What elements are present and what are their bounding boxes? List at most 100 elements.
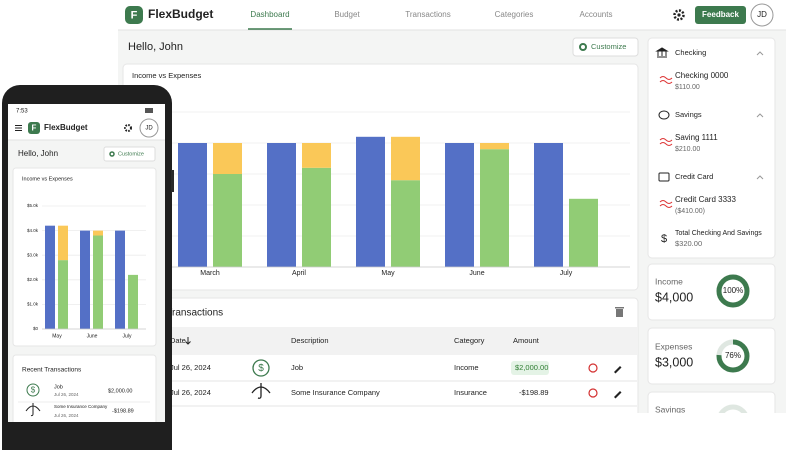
- account-group[interactable]: Credit Card: [675, 172, 713, 181]
- void-button[interactable]: [588, 388, 598, 398]
- x-tick-label: July: [123, 333, 132, 339]
- feedback-label[interactable]: Feedback: [702, 10, 739, 19]
- nav-item[interactable]: Transactions: [405, 10, 451, 19]
- brand[interactable]: FlexBudget: [148, 7, 213, 21]
- feedback-button[interactable]: [695, 6, 746, 24]
- bar-segment: [391, 136, 420, 181]
- row-date: Jul 26, 2024: [54, 392, 79, 397]
- bar-segment: [213, 174, 242, 267]
- collapse-icon[interactable]: [756, 113, 764, 118]
- customize-label[interactable]: Customize: [118, 151, 144, 157]
- summary-amount: $4,000: [655, 290, 693, 304]
- row-description: Job: [54, 384, 63, 390]
- x-tick-label: May: [52, 333, 62, 339]
- customize-button[interactable]: [103, 146, 156, 162]
- bar-segment: [58, 225, 68, 261]
- bar: [445, 143, 474, 267]
- x-tick-label: April: [292, 270, 306, 277]
- total-label: Total Checking And Savings: [675, 230, 762, 237]
- summary-card: [647, 391, 776, 413]
- summary-amount: $3,000: [655, 355, 693, 369]
- x-tick-label: June: [87, 333, 98, 339]
- x-tick-label: July: [560, 270, 573, 277]
- delete-icon[interactable]: [615, 307, 624, 317]
- logo[interactable]: [28, 122, 40, 134]
- logo[interactable]: [125, 6, 143, 24]
- phone-button: [171, 170, 174, 192]
- edit-button[interactable]: [614, 391, 622, 399]
- donut-arc: [716, 274, 750, 308]
- column-header: Category: [454, 336, 485, 345]
- income-icon: [26, 383, 40, 397]
- summary-card: [647, 327, 776, 385]
- bank-logo: [659, 200, 673, 208]
- avatar-initials[interactable]: JD: [757, 10, 767, 19]
- nav-item[interactable]: Budget: [334, 10, 360, 19]
- nav-item[interactable]: Categories: [495, 10, 534, 19]
- bar: [267, 143, 296, 267]
- account-name[interactable]: Saving 1111: [675, 133, 718, 142]
- account-name[interactable]: Checking 0000: [675, 71, 729, 80]
- account-balance: $210.00: [675, 146, 700, 153]
- transactions-card: [12, 354, 157, 422]
- account-group[interactable]: Savings: [675, 110, 702, 119]
- bar-segment: [93, 230, 103, 236]
- column-header[interactable]: Date: [170, 336, 186, 345]
- cell-date: Jul 26, 2024: [170, 363, 211, 372]
- sort-arrow[interactable]: [185, 337, 191, 345]
- row-date: Jul 26, 2024: [54, 413, 79, 418]
- avatar[interactable]: [750, 3, 774, 27]
- settings-icon[interactable]: [673, 9, 685, 21]
- account-name[interactable]: Credit Card 3333: [675, 195, 736, 204]
- collapse-icon[interactable]: [756, 51, 764, 56]
- bar: [356, 136, 385, 267]
- customize-label[interactable]: Customize: [591, 42, 626, 51]
- account-group[interactable]: Checking: [675, 48, 706, 57]
- transactions-title: Recent Transactions: [132, 308, 223, 319]
- bar-segment: [302, 143, 331, 168]
- status-bar: [8, 104, 165, 118]
- bar: [534, 143, 563, 267]
- account-balance: ($410.00): [675, 208, 705, 215]
- cell-category: Insurance: [454, 388, 487, 397]
- total-icon: $: [661, 233, 667, 245]
- customize-button[interactable]: [572, 37, 639, 57]
- battery-icon: [145, 108, 153, 113]
- column-header: Amount: [513, 336, 540, 345]
- menu-icon[interactable]: [15, 125, 22, 131]
- desktop-chart: Income vs Expenses March April May June July: [130, 71, 630, 277]
- void-button[interactable]: [588, 363, 598, 373]
- phone-screen: 7:53 F FlexBudget JD Hello, John Customi…: [8, 104, 165, 422]
- bar-segment: [213, 143, 242, 174]
- y-tick-label: $0: [33, 326, 39, 331]
- nav-item[interactable]: Dashboard: [250, 10, 289, 19]
- donuts: 100% 76%: [716, 274, 750, 373]
- summary-label: Income: [655, 276, 683, 286]
- table-header: [124, 327, 637, 355]
- transactions-title: Recent Transactions: [22, 367, 82, 374]
- summary-label: Expenses: [655, 341, 692, 351]
- piggy-icon: [658, 110, 670, 120]
- avatar[interactable]: [139, 118, 159, 138]
- income-icon-glyph: $: [258, 363, 264, 374]
- phone-header: [8, 118, 165, 140]
- cell-description: Some Insurance Company: [291, 388, 380, 397]
- settings-icon[interactable]: [124, 124, 132, 132]
- edit-button[interactable]: [614, 366, 622, 374]
- greeting: Hello, John: [128, 41, 183, 53]
- phone-chin: [2, 422, 172, 450]
- collapse-icon[interactable]: [756, 175, 764, 180]
- avatar-initials[interactable]: JD: [145, 126, 153, 132]
- x-tick-label: May: [381, 270, 395, 277]
- cell-description: Job: [291, 363, 303, 372]
- y-tick-label: $5.0k: [27, 203, 39, 208]
- nav-item[interactable]: Accounts: [580, 10, 613, 19]
- logo-glyph: F: [32, 124, 37, 133]
- row-amount: $2,000.00: [108, 388, 132, 394]
- y-tick-label: $4.0k: [27, 228, 39, 233]
- bank-logo: [659, 138, 673, 146]
- bar-segment: [480, 143, 509, 150]
- donut-track: [718, 404, 748, 413]
- accounts-card: [647, 37, 776, 259]
- brand[interactable]: FlexBudget: [44, 123, 88, 132]
